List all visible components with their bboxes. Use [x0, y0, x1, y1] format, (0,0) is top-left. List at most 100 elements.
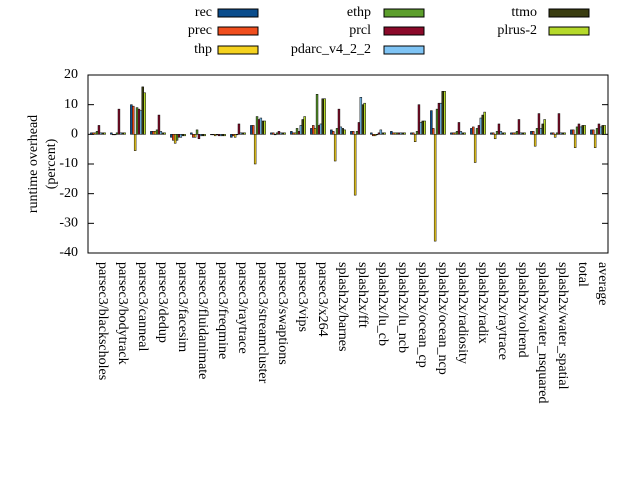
bar	[579, 126, 583, 135]
bar	[152, 131, 155, 135]
bar	[217, 134, 221, 137]
bar	[330, 129, 333, 135]
bar	[237, 123, 241, 135]
bar	[552, 132, 555, 135]
bar	[163, 132, 166, 135]
bar	[90, 132, 93, 135]
bar	[375, 134, 379, 136]
x-tick-label: total	[575, 262, 590, 287]
bar	[599, 126, 603, 135]
bar	[161, 132, 164, 135]
bar	[463, 132, 466, 135]
bar	[461, 132, 464, 135]
x-tick-label: splash2x/ocean_cp	[415, 262, 430, 368]
bar	[572, 129, 575, 135]
legend-swatch	[383, 8, 425, 18]
y-axis-label: (percent)	[44, 138, 59, 189]
bar	[515, 131, 519, 135]
bar	[557, 113, 561, 135]
bar	[212, 134, 215, 136]
bar	[413, 134, 417, 142]
bar	[295, 128, 299, 135]
bar	[423, 120, 426, 135]
legend-label: thp	[194, 42, 212, 57]
bar	[95, 131, 99, 135]
bar	[555, 132, 559, 135]
bar	[201, 134, 204, 137]
legend-label: prec	[188, 23, 212, 38]
bar	[459, 131, 463, 135]
bar	[417, 104, 421, 135]
bar	[501, 132, 504, 135]
bar	[319, 123, 323, 135]
bar	[433, 134, 437, 242]
y-tick-label: -30	[59, 216, 78, 231]
bar	[139, 110, 143, 135]
bar	[315, 94, 319, 135]
bar	[210, 134, 213, 136]
bar	[513, 132, 517, 135]
bar	[499, 131, 503, 135]
bar	[390, 131, 393, 135]
bar	[359, 97, 363, 135]
bar	[290, 131, 293, 135]
bar	[421, 120, 424, 135]
bar	[241, 132, 244, 135]
bar	[392, 132, 395, 135]
bar	[483, 111, 486, 135]
bar	[543, 119, 546, 135]
legend-label: plrus-2	[497, 23, 537, 38]
bar	[393, 132, 397, 135]
bar	[581, 125, 584, 135]
bar	[155, 129, 159, 135]
bar	[479, 117, 483, 135]
bar	[213, 134, 217, 137]
bar	[481, 114, 484, 135]
bar	[450, 132, 453, 135]
x-tick-label: splash2x/lu_cb	[375, 262, 390, 346]
bar	[221, 134, 224, 137]
legend-label: ethp	[347, 5, 371, 20]
bar	[123, 132, 126, 135]
x-tick-label: parsec3/canneal	[135, 262, 150, 351]
bar	[583, 125, 586, 135]
bar	[97, 125, 101, 135]
bar	[253, 134, 257, 165]
x-tick-label: parsec3/facesim	[175, 262, 190, 352]
bar	[337, 108, 341, 135]
bar	[439, 102, 443, 135]
bar	[412, 132, 415, 135]
bar	[113, 134, 117, 136]
bar	[455, 131, 459, 135]
bar	[273, 134, 277, 136]
bar	[541, 123, 544, 135]
bar	[383, 132, 386, 135]
bar	[601, 125, 604, 135]
x-tick-label: splash2x/radiosity	[455, 262, 470, 364]
bar	[443, 91, 446, 135]
bar	[190, 132, 193, 135]
bar	[177, 134, 181, 138]
bar	[293, 132, 297, 135]
bar	[472, 126, 475, 135]
bar	[559, 132, 563, 135]
bar	[303, 116, 306, 135]
bar	[550, 132, 553, 135]
bar	[192, 134, 195, 138]
bar	[297, 131, 301, 135]
bar	[532, 131, 535, 135]
bar	[519, 132, 523, 135]
legend-swatch	[217, 45, 259, 55]
bar	[473, 134, 477, 163]
bar	[172, 134, 175, 141]
bar	[179, 134, 183, 138]
bar	[352, 131, 355, 135]
bar	[430, 110, 433, 135]
bar	[223, 134, 226, 137]
bar	[403, 132, 406, 135]
x-tick-label: parsec3/x264	[315, 262, 330, 337]
bar	[257, 119, 261, 135]
bar	[312, 125, 315, 135]
bar	[130, 104, 133, 135]
legend-label: prcl	[349, 23, 371, 38]
